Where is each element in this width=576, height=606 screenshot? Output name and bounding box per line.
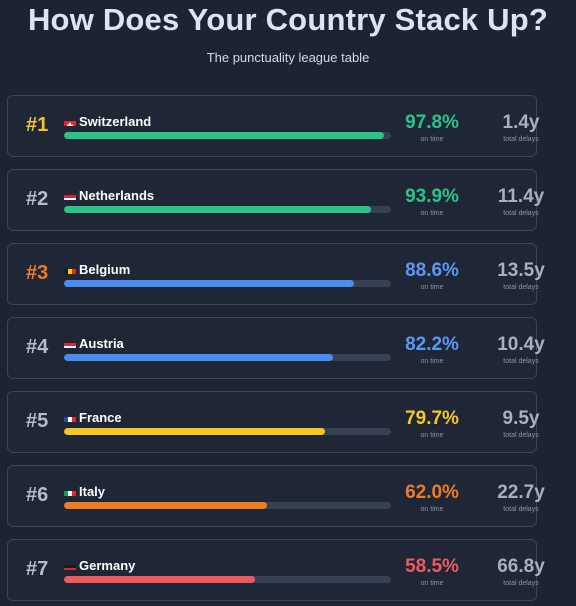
rank-label: #7 xyxy=(26,558,49,580)
page-subtitle: The punctuality league table xyxy=(206,50,370,65)
on-time-value: 79.7% xyxy=(405,408,459,429)
rank-label: #4 xyxy=(26,336,49,358)
delay-caption: total delays xyxy=(503,432,539,439)
delay-caption: total delays xyxy=(503,136,539,143)
on-time-caption: on time xyxy=(420,136,444,143)
bar xyxy=(64,354,333,361)
on-time-caption: on time xyxy=(420,284,444,291)
delay-value: 9.5y xyxy=(502,408,540,429)
on-time-value: 97.8% xyxy=(405,112,459,133)
bar xyxy=(64,132,384,139)
bar xyxy=(64,206,372,213)
table-row: #4 Austria 82.2% on time 10.4y total delays xyxy=(7,317,545,379)
bar xyxy=(64,502,267,509)
on-time-caption: on time xyxy=(420,432,444,439)
on-time-value: 62.0% xyxy=(405,482,459,503)
rank-label: #6 xyxy=(26,484,49,506)
country-name: Belgium xyxy=(79,262,131,277)
bar-track xyxy=(64,428,391,435)
bar-track xyxy=(64,280,391,287)
table-row: #6 Italy 62.0% on time 22.7y total delays xyxy=(7,465,545,527)
delay-caption: total delays xyxy=(503,284,539,291)
country-name: Italy xyxy=(79,484,106,499)
on-time-value: 93.9% xyxy=(405,186,459,207)
page-title: How Does Your Country Stack Up? xyxy=(27,2,549,37)
belgium-flag-icon xyxy=(64,265,76,274)
delay-value: 66.8y xyxy=(497,556,545,577)
on-time-value: 88.6% xyxy=(405,260,459,281)
on-time-caption: on time xyxy=(420,358,444,365)
bar-track xyxy=(64,206,391,213)
bar xyxy=(64,576,256,583)
italy-flag-icon xyxy=(64,487,76,496)
switzerland-flag-icon xyxy=(64,117,76,126)
rank-label: #1 xyxy=(26,114,49,136)
bar-track xyxy=(64,132,391,139)
france-flag-icon xyxy=(64,413,76,422)
delay-value: 10.4y xyxy=(497,334,545,355)
netherlands-flag-icon xyxy=(64,191,76,200)
table-row: #1 Switzerland 97.8% on time 1.4y total delay… xyxy=(7,95,539,157)
table-row: #7 Germany 58.5% on time 66.8y total delays xyxy=(7,539,545,601)
delay-caption: total delays xyxy=(503,210,539,217)
delay-value: 13.5y xyxy=(497,260,545,281)
on-time-caption: on time xyxy=(420,210,444,217)
country-name: Netherlands xyxy=(79,188,155,203)
on-time-caption: on time xyxy=(420,580,444,587)
country-name: Austria xyxy=(79,336,124,351)
bar-track xyxy=(64,576,391,583)
delay-caption: total delays xyxy=(503,506,539,513)
bar xyxy=(64,428,325,435)
bar-track xyxy=(64,354,391,361)
rank-label: #5 xyxy=(26,410,49,432)
delay-caption: total delays xyxy=(503,580,539,587)
country-name: France xyxy=(79,410,122,425)
on-time-value: 58.5% xyxy=(405,556,459,577)
on-time-value: 82.2% xyxy=(405,334,459,355)
country-name: Germany xyxy=(79,558,136,573)
austria-flag-icon xyxy=(64,339,76,348)
country-name: Switzerland xyxy=(79,114,152,129)
rank-label: #2 xyxy=(26,188,49,210)
table-row: #3 Belgium 88.6% on time 13.5y total delays xyxy=(7,243,545,305)
bar-track xyxy=(64,502,391,509)
table-row: #5 France 79.7% on time 9.5y total delays xyxy=(7,391,539,453)
table-row: #2 Netherlands 93.9% on time 11.4y total dela… xyxy=(7,169,544,231)
delay-value: 1.4y xyxy=(502,112,540,133)
on-time-caption: on time xyxy=(420,506,444,513)
germany-flag-icon xyxy=(64,561,76,570)
rank-label: #3 xyxy=(26,262,49,284)
bar xyxy=(64,280,354,287)
delay-value: 22.7y xyxy=(497,482,545,503)
delay-caption: total delays xyxy=(503,358,539,365)
delay-value: 11.4y xyxy=(497,186,545,207)
